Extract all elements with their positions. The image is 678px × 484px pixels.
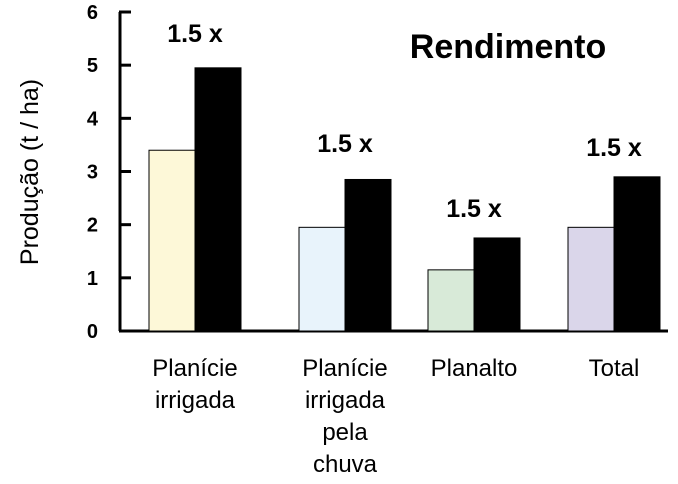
y-tick-label: 4 [87,108,99,130]
bar-annotation: 1.5 x [586,134,642,162]
x-tick-label: Total [589,355,640,382]
x-tick-label-line: irrigada [155,387,236,414]
x-tick-label-line: irrigada [305,387,386,414]
y-tick-label: 5 [87,55,98,77]
y-tick-label: 6 [87,2,98,24]
x-tick-label: Planalto [431,355,518,382]
x-tick-label-line: pela [322,419,368,446]
y-axis-label: Produção (t / ha) [16,79,44,265]
bar-annotation: 1.5 x [167,20,223,48]
y-tick-label: 3 [87,162,98,184]
bar-after-3 [613,176,661,332]
y-tick-label: 2 [87,215,98,237]
y-tick-label: 0 [87,321,98,343]
bar-annotation: 1.5 x [317,130,373,158]
chart-bars [148,67,661,332]
bar-before-0 [148,149,196,332]
x-tick-label-line: Planície [152,355,237,382]
bar-after-0 [194,67,242,332]
chart-labels: 1.5 x Planície irrigada 1.5 x Planície irriga… [152,20,642,478]
x-tick-label-line: chuva [313,451,378,478]
chart-title: Rendimento [410,28,606,66]
bar-before-3 [567,226,615,332]
x-tick-label-line: Planície [302,355,387,382]
bar-before-2 [427,269,475,332]
bar-before-1 [298,226,346,332]
y-tick-label: 1 [87,268,98,290]
x-tick-label: Planície irrigada pela chuva [302,355,387,478]
bar-after-2 [473,237,521,332]
bar-after-1 [344,178,392,332]
bar-annotation: 1.5 x [446,195,502,223]
x-tick-label-line: Planalto [431,355,518,382]
x-tick-label: Planície irrigada [152,355,237,414]
x-tick-label-line: Total [589,355,640,382]
